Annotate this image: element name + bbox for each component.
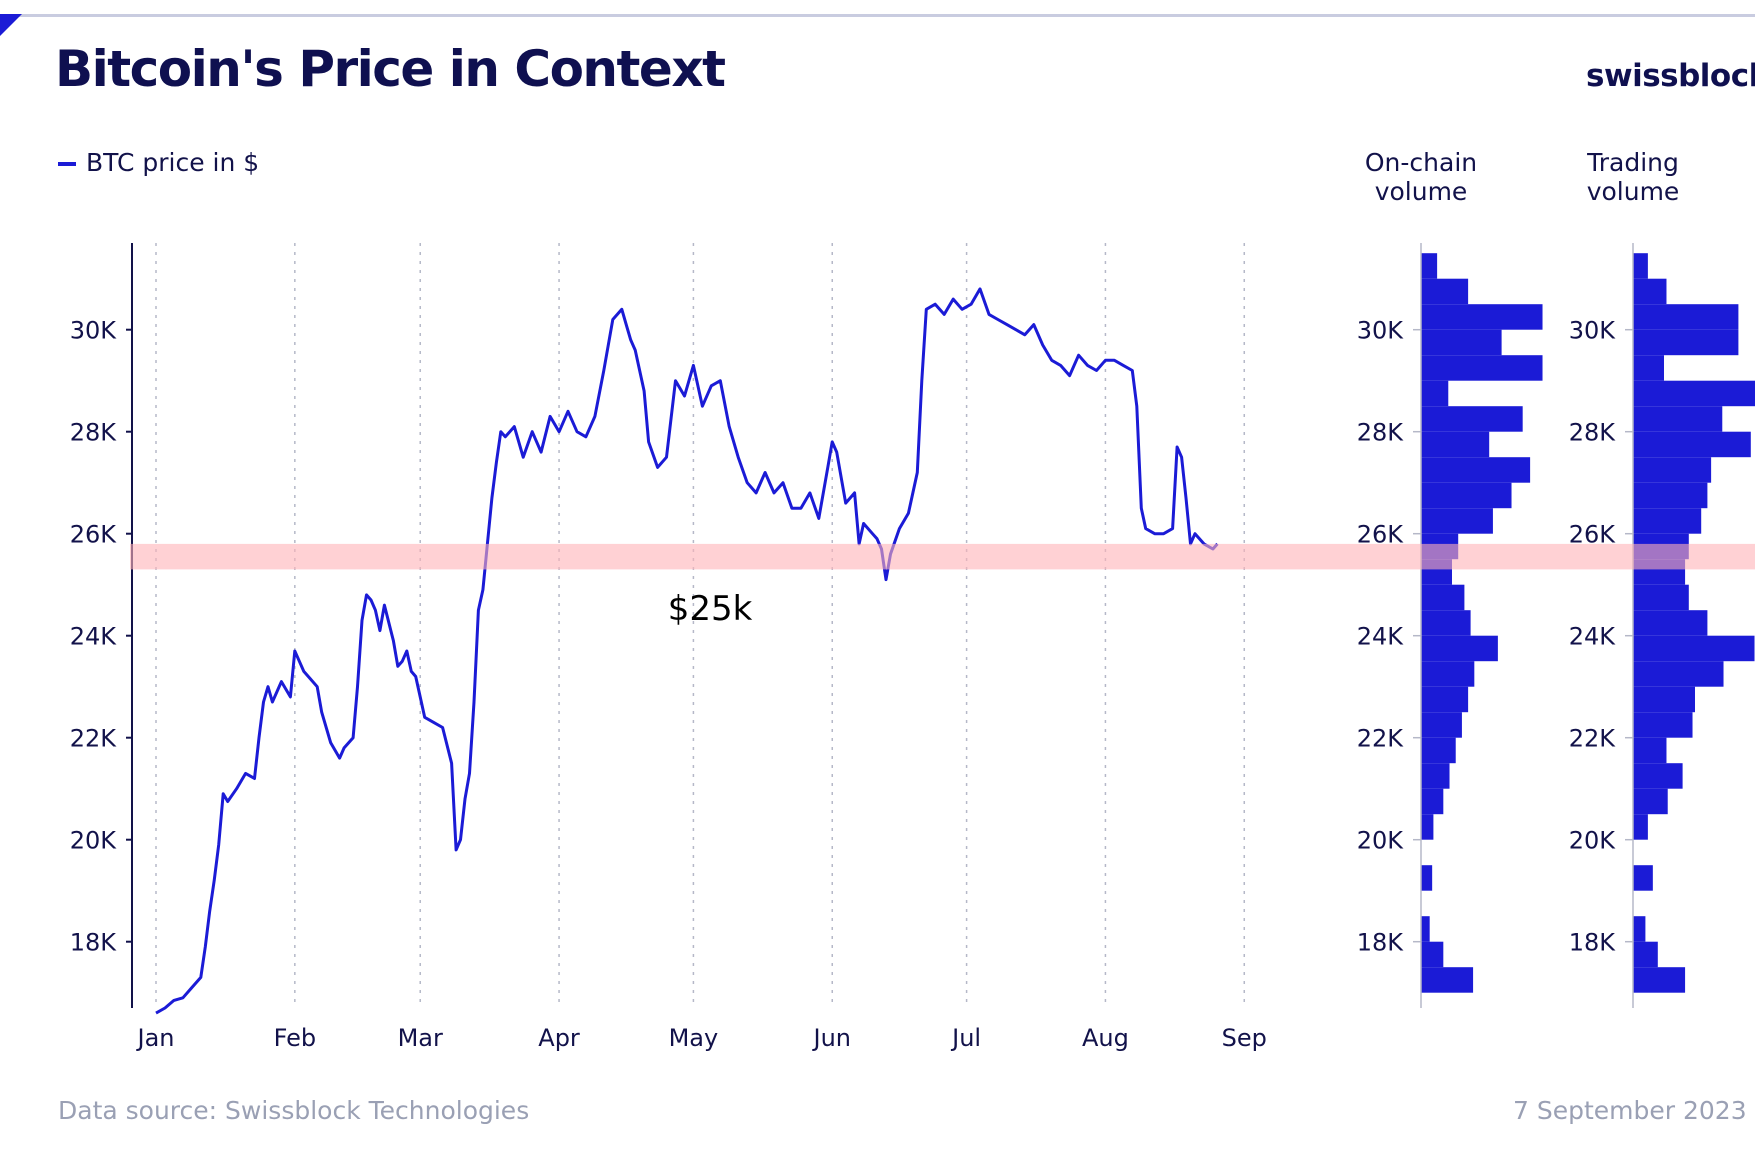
volume-bar-trading bbox=[1633, 712, 1693, 738]
volume-bar-trading bbox=[1633, 406, 1723, 432]
volume-tick-label: 28K bbox=[1569, 419, 1617, 447]
volume-bar-onchain bbox=[1421, 329, 1502, 356]
volume-bar-onchain bbox=[1421, 304, 1543, 330]
volume-bar-onchain bbox=[1421, 635, 1498, 662]
volume-bar-onchain bbox=[1421, 941, 1444, 968]
y-tick-label: 26K bbox=[70, 521, 118, 549]
volume-bar-trading bbox=[1633, 737, 1667, 764]
y-tick-label: 20K bbox=[70, 827, 118, 855]
volume-bar-trading bbox=[1633, 278, 1667, 305]
volume-bar-trading bbox=[1633, 329, 1739, 356]
volume-bar-trading bbox=[1633, 763, 1683, 789]
volume-bar-trading bbox=[1633, 431, 1751, 458]
legend-label: BTC price in $ bbox=[86, 148, 260, 177]
x-tick-label-sep: Sep bbox=[1222, 1024, 1267, 1052]
volume-bar-trading bbox=[1633, 457, 1712, 483]
volume-bar-onchain bbox=[1421, 865, 1433, 891]
x-tick-label-jan: Jan bbox=[136, 1024, 175, 1052]
volume-bar-trading bbox=[1633, 686, 1695, 713]
top-rule bbox=[0, 14, 1755, 17]
volume-bar-trading bbox=[1633, 967, 1686, 993]
volume-bar-trading bbox=[1633, 814, 1648, 840]
volume-bar-onchain bbox=[1421, 406, 1523, 432]
volume-bar-onchain bbox=[1421, 508, 1493, 534]
volume-bar-trading bbox=[1633, 788, 1668, 815]
volume-tick-label: 22K bbox=[1569, 725, 1617, 753]
volume-tick-label: 20K bbox=[1357, 827, 1405, 855]
volume-bar-trading bbox=[1633, 482, 1708, 509]
corner-accent bbox=[0, 14, 22, 36]
data-source: Data source: Swissblock Technologies bbox=[58, 1096, 530, 1125]
volume-bar-onchain bbox=[1421, 737, 1456, 764]
volume-bar-onchain bbox=[1421, 686, 1469, 713]
brand-logo: swissblock bbox=[1586, 58, 1755, 94]
volume-bar-trading bbox=[1633, 380, 1755, 407]
volume-bar-trading bbox=[1633, 635, 1755, 662]
x-tick-label-jun: Jun bbox=[811, 1024, 851, 1052]
onchain-volume-title: On-chain volume bbox=[1364, 148, 1478, 206]
volume-tick-label: 28K bbox=[1357, 419, 1405, 447]
volume-bar-trading bbox=[1633, 355, 1664, 381]
volume-tick-label: 22K bbox=[1357, 725, 1405, 753]
support-band-25k bbox=[130, 543, 1755, 570]
volume-tick-label: 24K bbox=[1569, 623, 1617, 651]
volume-bar-onchain bbox=[1421, 380, 1449, 407]
volume-bar-trading bbox=[1633, 661, 1724, 687]
x-tick-label-feb: Feb bbox=[274, 1024, 317, 1052]
y-tick-label: 24K bbox=[70, 623, 118, 651]
volume-tick-label: 30K bbox=[1569, 317, 1617, 345]
x-tick-label-mar: Mar bbox=[398, 1024, 443, 1052]
volume-bar-onchain bbox=[1421, 610, 1471, 636]
volume-bar-onchain bbox=[1421, 763, 1450, 789]
x-tick-label-apr: Apr bbox=[538, 1024, 580, 1052]
x-tick-label-aug: Aug bbox=[1082, 1024, 1129, 1052]
volume-tick-label: 18K bbox=[1357, 929, 1405, 957]
x-tick-label-may: May bbox=[669, 1024, 719, 1052]
volume-bar-onchain bbox=[1421, 814, 1434, 840]
volume-bar-onchain bbox=[1421, 916, 1430, 942]
x-tick-label-jul: Jul bbox=[950, 1024, 981, 1052]
volume-bar-trading bbox=[1633, 584, 1689, 611]
y-tick-label: 18K bbox=[70, 929, 118, 957]
volume-bar-trading bbox=[1633, 610, 1708, 636]
volume-tick-label: 18K bbox=[1569, 929, 1617, 957]
trading-volume-title: Trading volume bbox=[1586, 148, 1680, 206]
volume-bar-onchain bbox=[1421, 788, 1444, 815]
legend-swatch bbox=[58, 162, 76, 166]
volume-bar-trading bbox=[1633, 865, 1653, 891]
report-date: 7 September 2023 bbox=[1513, 1096, 1747, 1125]
y-tick-label: 28K bbox=[70, 419, 118, 447]
volume-bar-onchain bbox=[1421, 712, 1462, 738]
volume-bar-trading bbox=[1633, 916, 1646, 942]
volume-bar-onchain bbox=[1421, 278, 1469, 305]
y-tick-label: 30K bbox=[70, 317, 118, 345]
chart-title: Bitcoin's Price in Context bbox=[55, 40, 726, 98]
volume-bar-onchain bbox=[1421, 253, 1438, 279]
volume-bar-trading bbox=[1633, 508, 1702, 534]
y-tick-label: 22K bbox=[70, 725, 118, 753]
volume-tick-label: 24K bbox=[1357, 623, 1405, 651]
legend: BTC price in $ bbox=[58, 148, 259, 177]
volume-bar-onchain bbox=[1421, 431, 1490, 458]
volume-tick-label: 20K bbox=[1569, 827, 1617, 855]
volume-bar-onchain bbox=[1421, 661, 1475, 687]
volume-tick-label: 30K bbox=[1357, 317, 1405, 345]
volume-bar-onchain bbox=[1421, 482, 1512, 509]
volume-bar-trading bbox=[1633, 941, 1658, 968]
volume-bar-onchain bbox=[1421, 967, 1474, 993]
volume-bar-trading bbox=[1633, 304, 1739, 330]
btc-price-line bbox=[155, 287, 1219, 1015]
support-band-label: $25k bbox=[668, 589, 753, 629]
volume-bar-onchain bbox=[1421, 457, 1531, 483]
volume-bar-onchain bbox=[1421, 355, 1543, 381]
volume-bar-onchain bbox=[1421, 584, 1465, 611]
volume-bar-trading bbox=[1633, 253, 1648, 279]
